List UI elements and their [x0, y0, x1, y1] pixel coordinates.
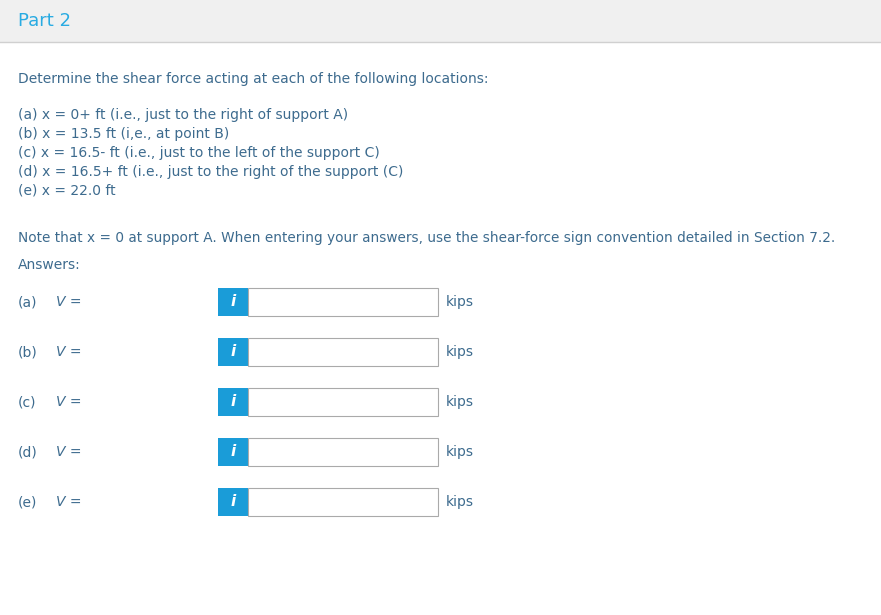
- Text: Part 2: Part 2: [18, 12, 71, 30]
- FancyBboxPatch shape: [248, 288, 438, 316]
- Text: V =: V =: [56, 495, 82, 509]
- Text: i: i: [230, 494, 235, 509]
- Text: V =: V =: [56, 445, 82, 459]
- Text: kips: kips: [446, 295, 474, 309]
- Text: i: i: [230, 394, 235, 410]
- Text: i: i: [230, 295, 235, 309]
- FancyBboxPatch shape: [218, 388, 248, 416]
- Text: V =: V =: [56, 295, 82, 309]
- Text: i: i: [230, 445, 235, 459]
- Text: (b) x = 13.5 ft (i,e., at point B): (b) x = 13.5 ft (i,e., at point B): [18, 127, 229, 141]
- FancyBboxPatch shape: [218, 488, 248, 516]
- Text: Answers:: Answers:: [18, 258, 81, 272]
- Text: V =: V =: [56, 395, 82, 409]
- Text: kips: kips: [446, 445, 474, 459]
- Text: kips: kips: [446, 495, 474, 509]
- Text: kips: kips: [446, 395, 474, 409]
- Text: (e): (e): [18, 495, 37, 509]
- Text: Note that x = 0 at support A. When entering your answers, use the shear-force si: Note that x = 0 at support A. When enter…: [18, 231, 835, 245]
- Text: (c): (c): [18, 395, 36, 409]
- FancyBboxPatch shape: [248, 438, 438, 466]
- Text: (b): (b): [18, 345, 38, 359]
- FancyBboxPatch shape: [248, 388, 438, 416]
- FancyBboxPatch shape: [248, 338, 438, 366]
- FancyBboxPatch shape: [0, 0, 881, 42]
- Text: (d) x = 16.5+ ft (i.e., just to the right of the support (C): (d) x = 16.5+ ft (i.e., just to the righ…: [18, 165, 403, 179]
- Text: Determine the shear force acting at each of the following locations:: Determine the shear force acting at each…: [18, 72, 488, 86]
- Text: (a) x = 0+ ft (i.e., just to the right of support A): (a) x = 0+ ft (i.e., just to the right o…: [18, 108, 348, 122]
- Text: i: i: [230, 344, 235, 360]
- Text: (e) x = 22.0 ft: (e) x = 22.0 ft: [18, 184, 115, 198]
- Text: V =: V =: [56, 345, 82, 359]
- FancyBboxPatch shape: [218, 288, 248, 316]
- Text: kips: kips: [446, 345, 474, 359]
- Text: (d): (d): [18, 445, 38, 459]
- Text: (c) x = 16.5- ft (i.e., just to the left of the support C): (c) x = 16.5- ft (i.e., just to the left…: [18, 146, 380, 160]
- FancyBboxPatch shape: [218, 438, 248, 466]
- FancyBboxPatch shape: [218, 338, 248, 366]
- FancyBboxPatch shape: [0, 42, 881, 615]
- Text: (a): (a): [18, 295, 38, 309]
- FancyBboxPatch shape: [248, 488, 438, 516]
